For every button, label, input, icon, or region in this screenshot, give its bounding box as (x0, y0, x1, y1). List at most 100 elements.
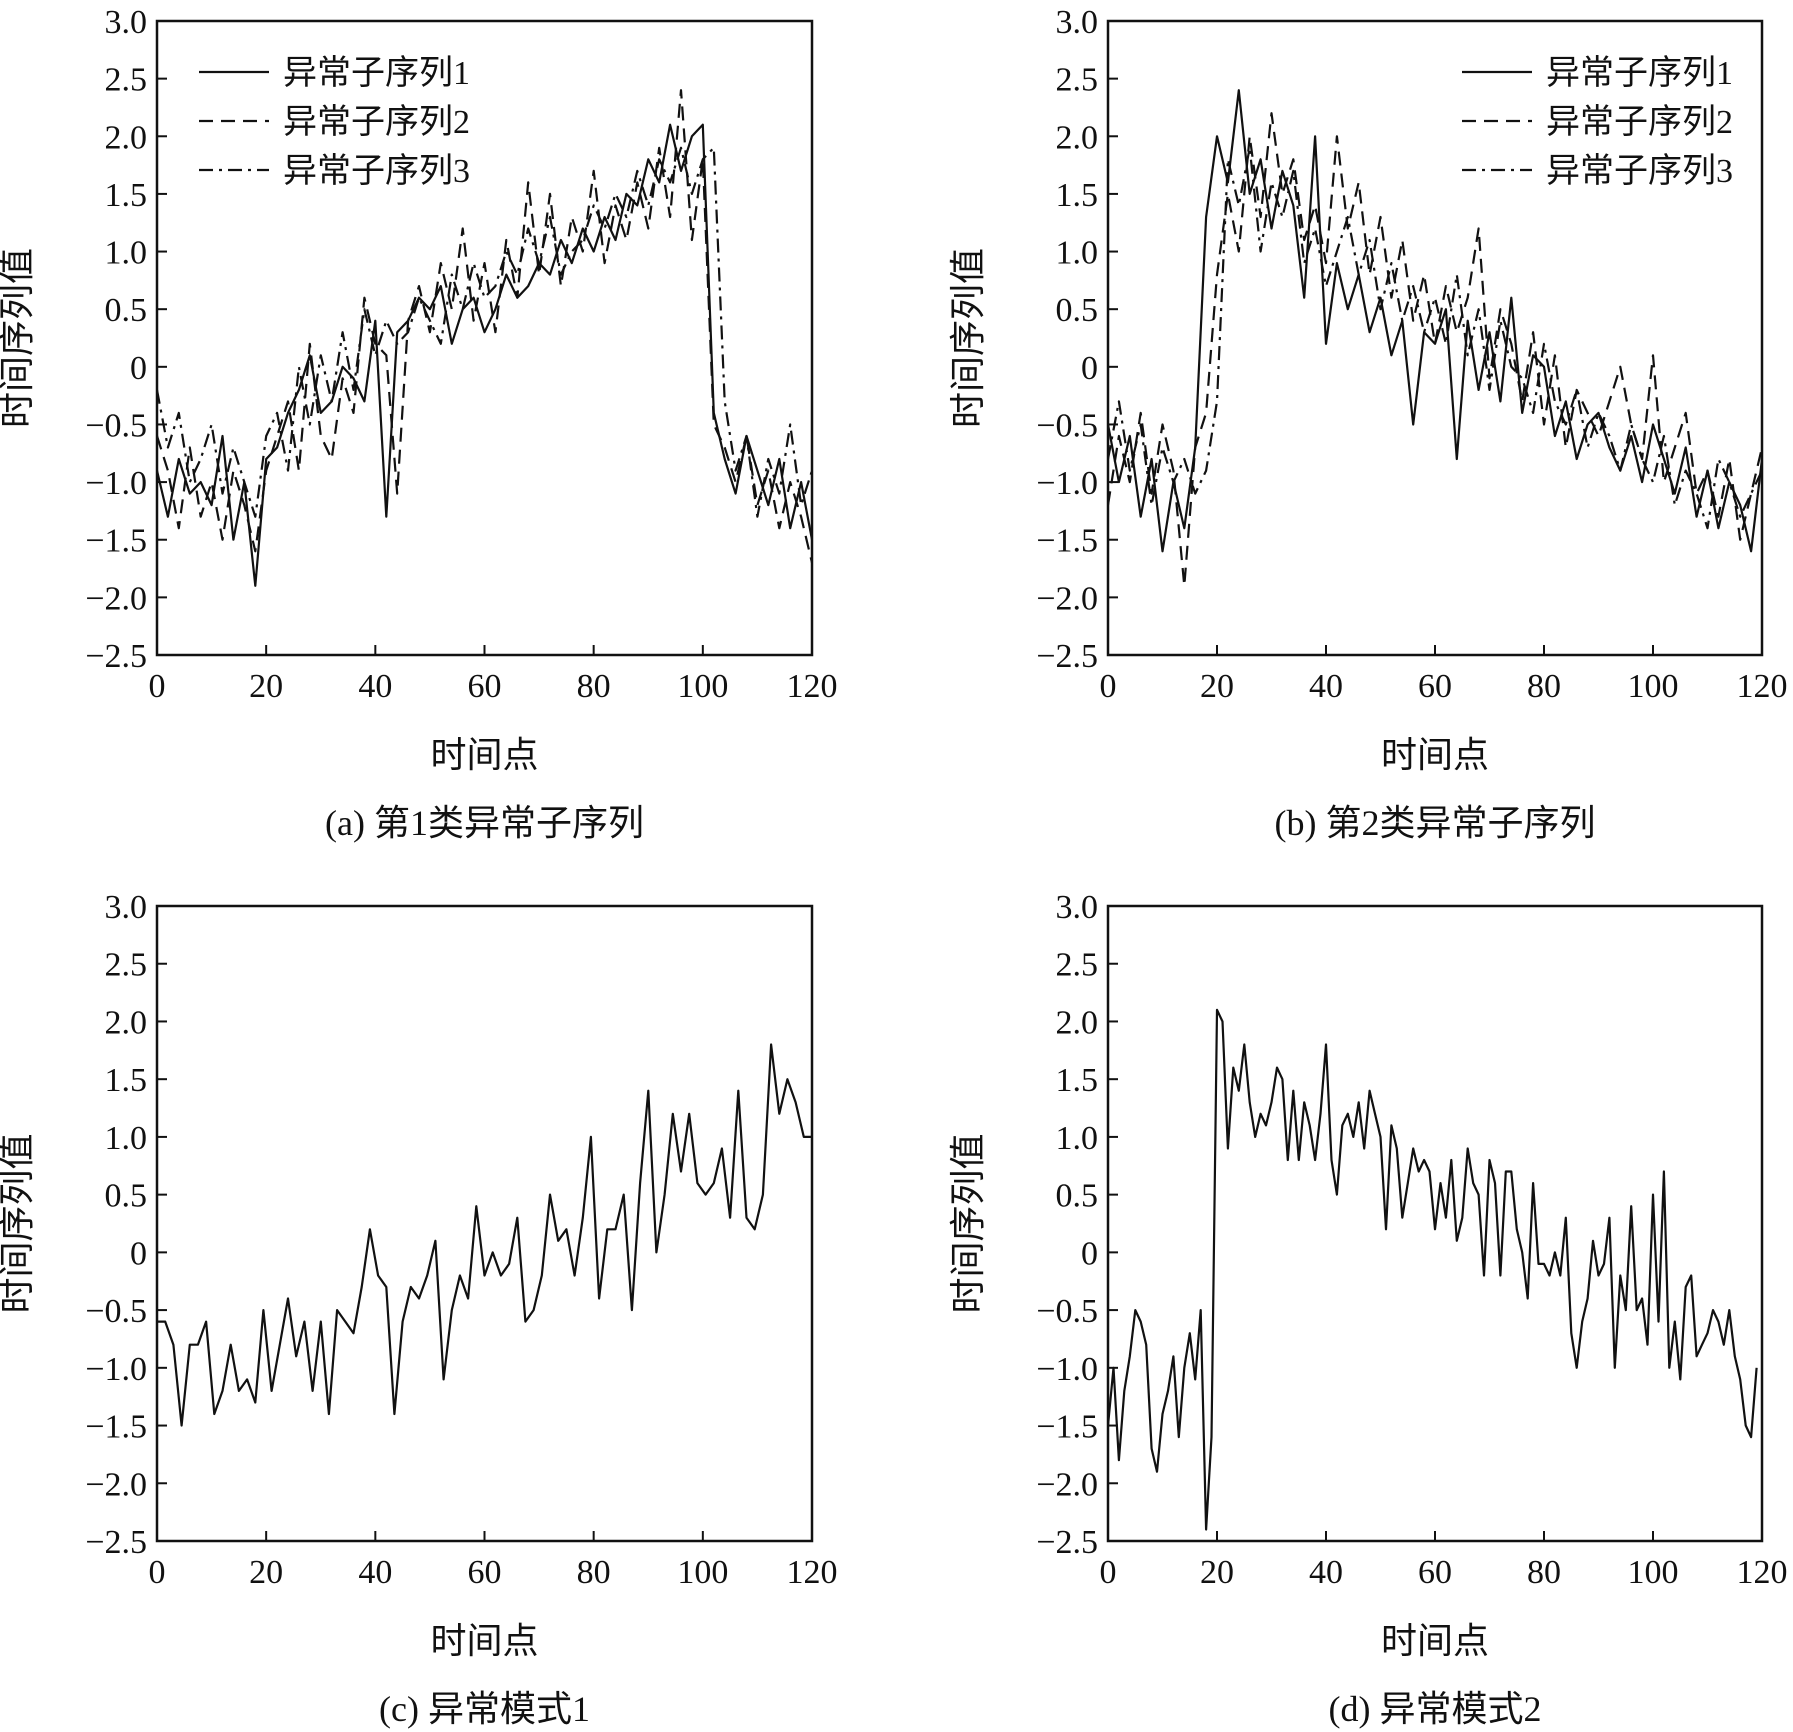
x-tick-label: 20 (249, 1554, 283, 1591)
x-tick-label: 120 (1737, 668, 1788, 705)
y-tick-label: 2.5 (105, 62, 148, 99)
y-tick-label: 2.0 (105, 1004, 148, 1041)
y-tick-label: 0 (1081, 350, 1098, 387)
chart-panel-b: 0 20 40 60 80 100 120 −2.5 −2.0 −1.5 −1.0 −0.5 0 0.5 1… (948, 4, 1788, 843)
x-tick-label: 20 (1200, 668, 1234, 705)
y-tick-label: −2.5 (1036, 1524, 1098, 1561)
series-line-3 (157, 146, 812, 518)
x-tick-label: 0 (1100, 1554, 1117, 1591)
series-line-1 (157, 123, 812, 587)
x-tick-label: 0 (149, 1554, 166, 1591)
x-tick-label: 60 (1418, 668, 1452, 705)
y-axis-title: 时间序列值 (948, 1133, 988, 1313)
y-tick-label: 3.0 (1056, 4, 1099, 41)
x-tick-label: 100 (1628, 668, 1679, 705)
series-line-2 (1108, 112, 1762, 587)
y-tick-label: 1.5 (1056, 1062, 1099, 1099)
y-tick-label: −0.5 (1036, 1293, 1098, 1330)
chart-panel-d: 0 20 40 60 80 100 120 −2.5 −2.0 −1.5 −1.0 −0.5 0 0.5 1… (948, 889, 1788, 1729)
y-tick-label: −2.0 (85, 580, 147, 617)
y-tick-label: 2.5 (105, 947, 148, 984)
y-tick-label: −1.5 (85, 523, 147, 560)
x-tick-label: 120 (787, 1554, 838, 1591)
x-tick-label: 80 (577, 668, 611, 705)
panel-caption: (d) 异常模式2 (1329, 1689, 1542, 1729)
y-tick-label: −2.0 (1036, 1466, 1098, 1503)
series-line-2 (157, 89, 812, 564)
panel-caption: (c) 异常模式1 (379, 1689, 590, 1729)
x-tick-label: 120 (1737, 1554, 1788, 1591)
x-tick-label: 80 (577, 1554, 611, 1591)
x-tick-label: 40 (358, 1554, 392, 1591)
y-tick-label: 0 (130, 350, 147, 387)
y-tick-label: −1.5 (1036, 1409, 1098, 1446)
y-tick-label: 2.0 (1056, 1004, 1099, 1041)
y-tick-label: −1.0 (85, 1351, 147, 1388)
y-tick-label: 2.5 (1056, 62, 1099, 99)
y-tick-label: 1.5 (1056, 177, 1099, 214)
x-tick-label: 100 (1628, 1554, 1679, 1591)
y-tick-label: 1.5 (105, 177, 148, 214)
y-tick-label: −2.0 (85, 1466, 147, 1503)
x-axis-title: 时间点 (1381, 735, 1489, 775)
legend-label-1: 异常子序列1 (1546, 54, 1733, 92)
y-tick-label: 1.0 (1056, 1120, 1099, 1157)
chart-panel-c: 0 20 40 60 80 100 120 −2.5 −2.0 −1.5 −1.0 −0.5 0 0.5 1… (0, 889, 838, 1729)
y-axis-title: 时间序列值 (948, 248, 988, 428)
legend-label-3: 异常子序列3 (1546, 152, 1733, 190)
y-tick-label: 1.5 (105, 1062, 148, 1099)
y-tick-label: −2.5 (85, 638, 147, 675)
y-tick-label: −1.0 (85, 465, 147, 502)
y-tick-label: 0.5 (105, 1178, 148, 1215)
chart-panel-a: 0 20 40 60 80 100 120 −2.5 −2.0 −1.5 −1.0 −0.5 0 0.5 1… (0, 4, 838, 843)
x-tick-label: 60 (468, 1554, 502, 1591)
y-tick-label: 2.0 (105, 119, 148, 156)
y-tick-label: −1.0 (1036, 465, 1098, 502)
y-tick-label: 1.0 (105, 235, 148, 272)
y-tick-label: −0.5 (85, 1293, 147, 1330)
y-tick-label: −0.5 (1036, 407, 1098, 444)
x-tick-label: 100 (677, 1554, 728, 1591)
plot-frame (155, 19, 814, 657)
x-tick-label: 100 (677, 668, 728, 705)
x-tick-label: 40 (1309, 668, 1343, 705)
y-tick-label: 0 (130, 1235, 147, 1272)
plot-frame (155, 904, 814, 1543)
y-tick-label: 0.5 (105, 292, 148, 329)
y-tick-label: −2.0 (1036, 580, 1098, 617)
x-tick-label: 60 (468, 668, 502, 705)
x-tick-label: 80 (1527, 668, 1561, 705)
x-axis-title: 时间点 (430, 735, 538, 775)
x-tick-label: 80 (1527, 1554, 1561, 1591)
legend-label-2: 异常子序列2 (283, 103, 470, 141)
x-tick-label: 120 (787, 668, 838, 705)
x-tick-label: 20 (1200, 1554, 1234, 1591)
x-tick-label: 40 (1309, 1554, 1343, 1591)
y-tick-label: −2.5 (1036, 638, 1098, 675)
y-tick-label: −1.0 (1036, 1351, 1098, 1388)
legend-label-3: 异常子序列3 (283, 152, 470, 190)
x-tick-label: 60 (1418, 1554, 1452, 1591)
x-axis-title: 时间点 (430, 1621, 538, 1661)
y-tick-label: 0.5 (1056, 1178, 1099, 1215)
panel-caption: (b) 第2类异常子序列 (1275, 803, 1596, 843)
x-tick-label: 0 (149, 668, 166, 705)
y-tick-label: 3.0 (105, 4, 148, 41)
series-line-1 (157, 1043, 812, 1427)
y-tick-label: 2.0 (1056, 119, 1099, 156)
x-axis-title: 时间点 (1381, 1621, 1489, 1661)
y-tick-label: −0.5 (85, 407, 147, 444)
y-tick-label: 3.0 (105, 889, 148, 926)
y-tick-label: −2.5 (85, 1524, 147, 1561)
y-tick-label: 0 (1081, 1235, 1098, 1272)
y-tick-label: −1.5 (85, 1409, 147, 1446)
x-tick-label: 0 (1100, 668, 1117, 705)
legend-label-1: 异常子序列1 (283, 54, 470, 92)
y-tick-label: 1.0 (105, 1120, 148, 1157)
y-tick-label: −1.5 (1036, 523, 1098, 560)
y-tick-label: 0.5 (1056, 292, 1099, 329)
legend-label-2: 异常子序列2 (1546, 103, 1733, 141)
y-tick-label: 2.5 (1056, 947, 1099, 984)
y-tick-label: 3.0 (1056, 889, 1099, 926)
